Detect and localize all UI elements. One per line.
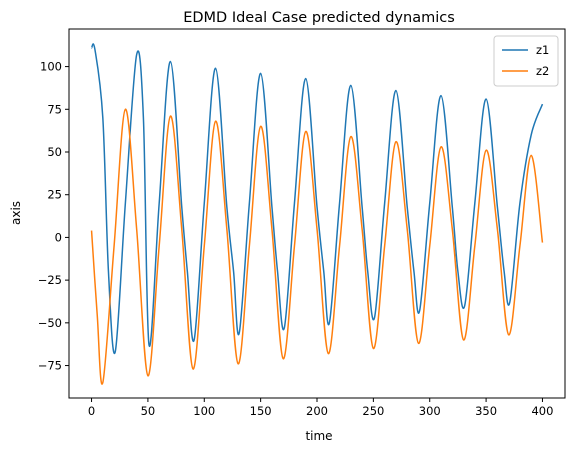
legend-box <box>493 35 559 87</box>
y-tick-label: −25 <box>38 273 62 287</box>
x-tick-label: 0 <box>88 404 95 418</box>
x-tick-label: 100 <box>193 404 215 418</box>
y-tick-label: 0 <box>55 230 62 244</box>
y-tick-label: 75 <box>47 102 62 116</box>
y-tick-label: 25 <box>47 188 62 202</box>
legend: z1 z2 <box>493 35 559 87</box>
chart-title: EDMD Ideal Case predicted dynamics <box>183 10 455 26</box>
y-tick-label: 100 <box>40 60 62 74</box>
legend-label-z1: z1 <box>536 43 549 57</box>
legend-label-z2: z2 <box>536 64 549 78</box>
y-tick-label: −50 <box>38 316 62 330</box>
series-line-z2 <box>90 108 544 385</box>
y-axis-label: axis <box>9 201 23 225</box>
x-tick-label: 200 <box>306 404 328 418</box>
x-tick-label: 50 <box>141 404 156 418</box>
plot-area <box>90 43 544 385</box>
x-tick-label: 400 <box>531 404 553 418</box>
x-tick-label: 300 <box>419 404 441 418</box>
y-tick-label: −75 <box>38 359 62 373</box>
x-tick-label: 150 <box>250 404 272 418</box>
x-axis-label: time <box>305 429 332 443</box>
x-tick-label: 350 <box>475 404 497 418</box>
series-line-z1 <box>90 43 544 355</box>
y-axis: −75 −50 −25 0 25 50 75 100 <box>38 60 69 373</box>
x-axis: 0 50 100 150 200 250 300 350 400 <box>88 398 553 418</box>
y-tick-label: 50 <box>47 145 62 159</box>
x-tick-label: 250 <box>362 404 384 418</box>
